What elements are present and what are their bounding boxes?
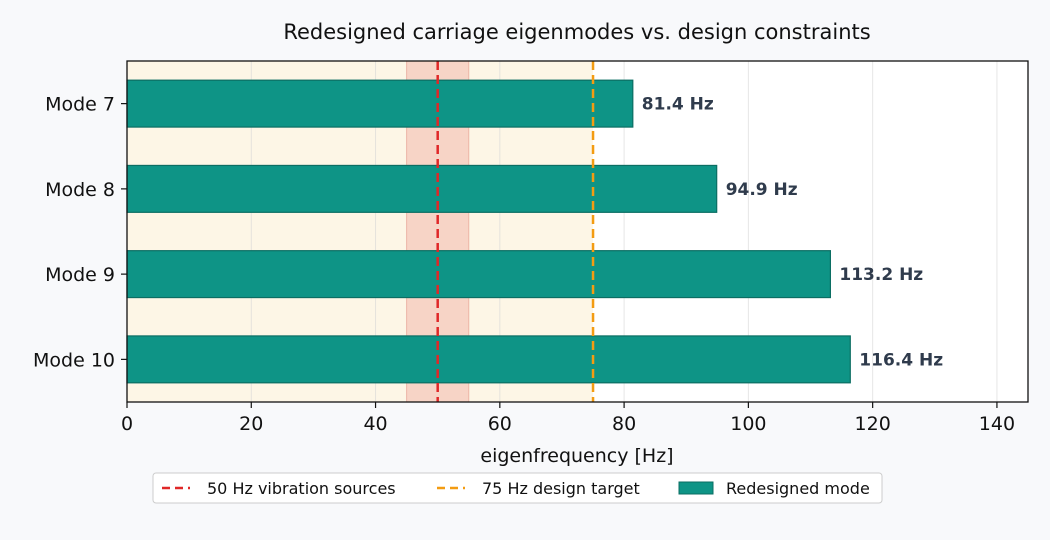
legend-label-1: 50 Hz vibration sources (207, 479, 396, 498)
legend: 50 Hz vibration sources 75 Hz design targ… (152, 472, 883, 504)
x-tick-label: 20 (239, 413, 263, 435)
y-tick-label: Mode 10 (33, 349, 115, 371)
x-tick-label: 60 (488, 413, 512, 435)
x-tick-label: 100 (730, 413, 766, 435)
bar-mode-2 (126, 164, 718, 213)
bar-mode-3 (126, 250, 832, 299)
y-tick-label: Mode 9 (45, 264, 115, 286)
x-tick-label: 80 (612, 413, 636, 435)
x-tick-label: 140 (979, 413, 1015, 435)
legend-swatch-3 (678, 481, 714, 495)
bar-value-label: 94.9 Hz (726, 180, 798, 200)
chart-title: Redesigned carriage eigenmodes vs. desig… (283, 20, 870, 44)
y-tick-label: Mode 7 (45, 94, 115, 116)
legend-label-3: Redesigned mode (726, 479, 870, 498)
x-tick-label: 40 (363, 413, 387, 435)
axes-frame (126, 60, 1029, 403)
plot-area: 81.4 Hz Mode 7 94.9 Hz Mode 8 113.2 Hz Mode 9… (33, 60, 1029, 435)
y-tick-label: Mode 8 (45, 179, 115, 201)
bar-value-label: 116.4 Hz (859, 350, 943, 370)
x-tick-label: 0 (121, 413, 133, 435)
bar-value-label: 113.2 Hz (839, 265, 923, 285)
legend-box (152, 472, 883, 504)
legend-label-2: 75 Hz design target (482, 479, 640, 498)
x-axis-label: eigenfrequency [Hz] (480, 445, 673, 467)
bar-value-label: 81.4 Hz (642, 95, 714, 115)
x-tick-label: 120 (855, 413, 891, 435)
bar-mode-4 (126, 335, 851, 384)
bar-mode-1 (126, 79, 634, 128)
